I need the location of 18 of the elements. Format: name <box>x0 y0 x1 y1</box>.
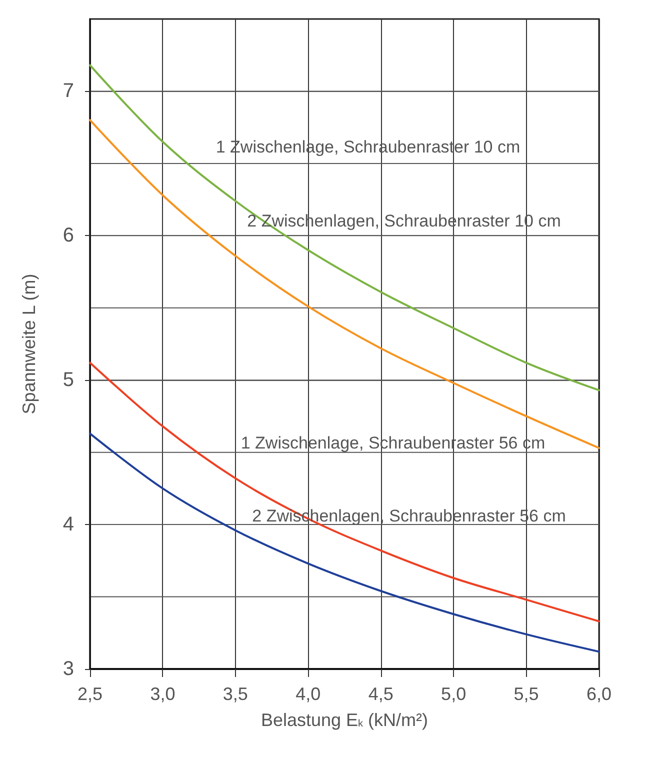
line-series <box>89 362 600 622</box>
x-tick-label: 2,5 <box>77 684 103 704</box>
y-tick-label: 3 <box>62 658 74 680</box>
line-series <box>89 432 600 653</box>
y-tick-label: 5 <box>62 369 74 392</box>
y-axis-title: Spannweite L (m) <box>19 274 39 414</box>
x-tick-label: 3,5 <box>222 684 248 704</box>
x-tick-label: 4,5 <box>368 684 394 704</box>
x-tick-label: 5,0 <box>441 684 466 704</box>
line-series <box>89 64 600 392</box>
x-tick-label: 6,0 <box>586 684 612 704</box>
x-tick-label: 4,0 <box>296 684 321 704</box>
y-tick-label: 6 <box>62 224 74 247</box>
y-tick-label: 7 <box>62 80 74 102</box>
x-tick-label: 3,0 <box>150 684 176 704</box>
x-axis-title: Belastung Ek (kN/m²) <box>260 710 428 730</box>
x-tick-label: 5,5 <box>514 684 539 704</box>
y-tick-label: 4 <box>62 514 74 536</box>
